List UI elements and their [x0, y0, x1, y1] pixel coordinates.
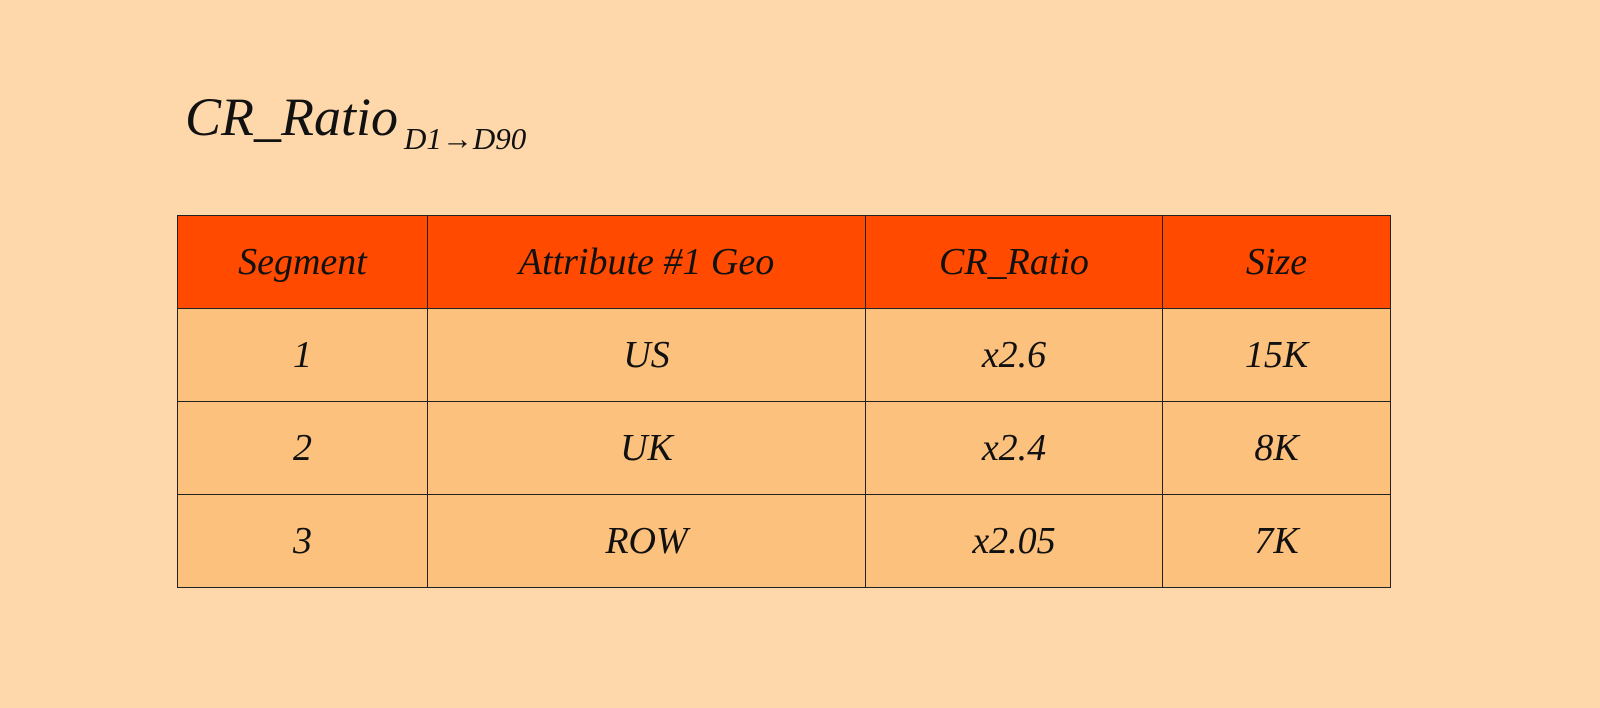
table-cell: UK [427, 401, 866, 495]
header-row: Segment Attribute #1 Geo CR_Ratio Size [177, 215, 1391, 309]
table-cell: 15K [1162, 308, 1391, 402]
column-header: Segment [177, 215, 428, 309]
table-row: 1 US x2.6 15K [177, 308, 1391, 402]
table-row: 2 UK x2.4 8K [177, 401, 1391, 495]
column-header: Size [1162, 215, 1391, 309]
table-cell: 8K [1162, 401, 1391, 495]
column-header: CR_Ratio [865, 215, 1163, 309]
table-cell: 3 [177, 494, 428, 588]
table-body: 1 US x2.6 15K 2 UK x2.4 8K 3 ROW x2.05 7K [177, 308, 1391, 588]
table-cell: 7K [1162, 494, 1391, 588]
table-cell: x2.4 [865, 401, 1163, 495]
table-cell: x2.6 [865, 308, 1163, 402]
title-text: CR_Ratio [185, 87, 398, 147]
title-subscript: D1→D90 [404, 121, 527, 156]
column-header: Attribute #1 Geo [427, 215, 866, 309]
table-cell: ROW [427, 494, 866, 588]
table-cell: 1 [177, 308, 428, 402]
table-cell: US [427, 308, 866, 402]
table-cell: 2 [177, 401, 428, 495]
table-row: 3 ROW x2.05 7K [177, 494, 1391, 588]
title: CR_Ratio D1→D90 [185, 86, 526, 156]
table-cell: x2.05 [865, 494, 1163, 588]
data-table: Segment Attribute #1 Geo CR_Ratio Size 1 US x… [177, 215, 1391, 588]
